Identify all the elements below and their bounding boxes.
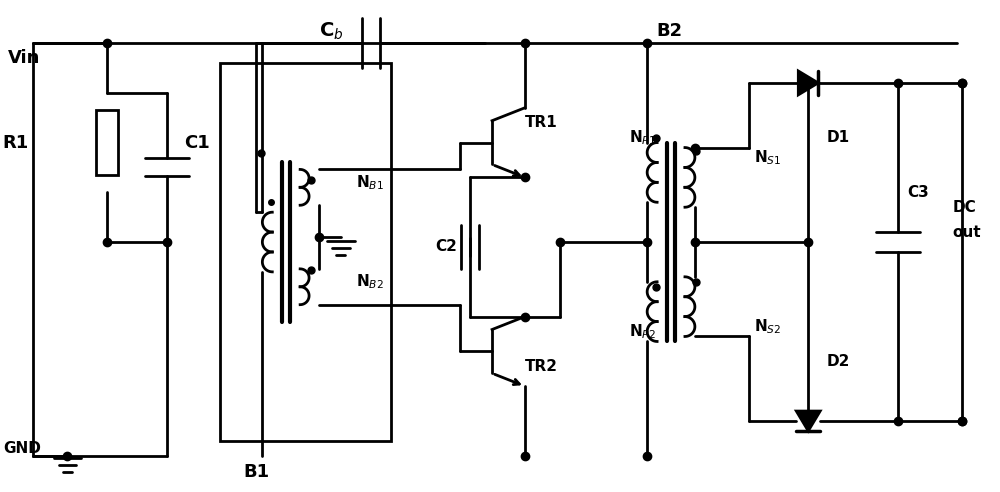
Text: N$_{S1}$: N$_{S1}$: [754, 148, 781, 167]
Text: C2: C2: [435, 240, 457, 254]
Text: Vin: Vin: [8, 49, 40, 67]
Bar: [220, 63, 391, 441]
Text: DC: DC: [952, 200, 976, 215]
Text: B1: B1: [243, 462, 269, 481]
Text: TR1: TR1: [525, 115, 558, 130]
Text: N$_{B1}$: N$_{B1}$: [356, 173, 384, 192]
Text: out: out: [952, 224, 981, 240]
Polygon shape: [796, 411, 820, 431]
Text: D1: D1: [826, 130, 849, 145]
Bar: [96, 110, 118, 175]
Text: GND: GND: [3, 441, 41, 457]
Text: B2: B2: [656, 22, 682, 40]
Text: N$_{P1}$: N$_{P1}$: [629, 128, 656, 147]
Text: D2: D2: [826, 354, 850, 369]
Text: C3: C3: [908, 185, 929, 200]
Text: C1: C1: [184, 134, 210, 152]
Text: N$_{B2}$: N$_{B2}$: [356, 273, 384, 291]
Text: N$_{P2}$: N$_{P2}$: [629, 322, 656, 341]
Text: N$_{S2}$: N$_{S2}$: [754, 317, 781, 336]
Text: C$_b$: C$_b$: [319, 21, 343, 42]
Polygon shape: [798, 71, 818, 95]
Text: R1: R1: [3, 134, 29, 152]
Text: TR2: TR2: [525, 359, 558, 374]
